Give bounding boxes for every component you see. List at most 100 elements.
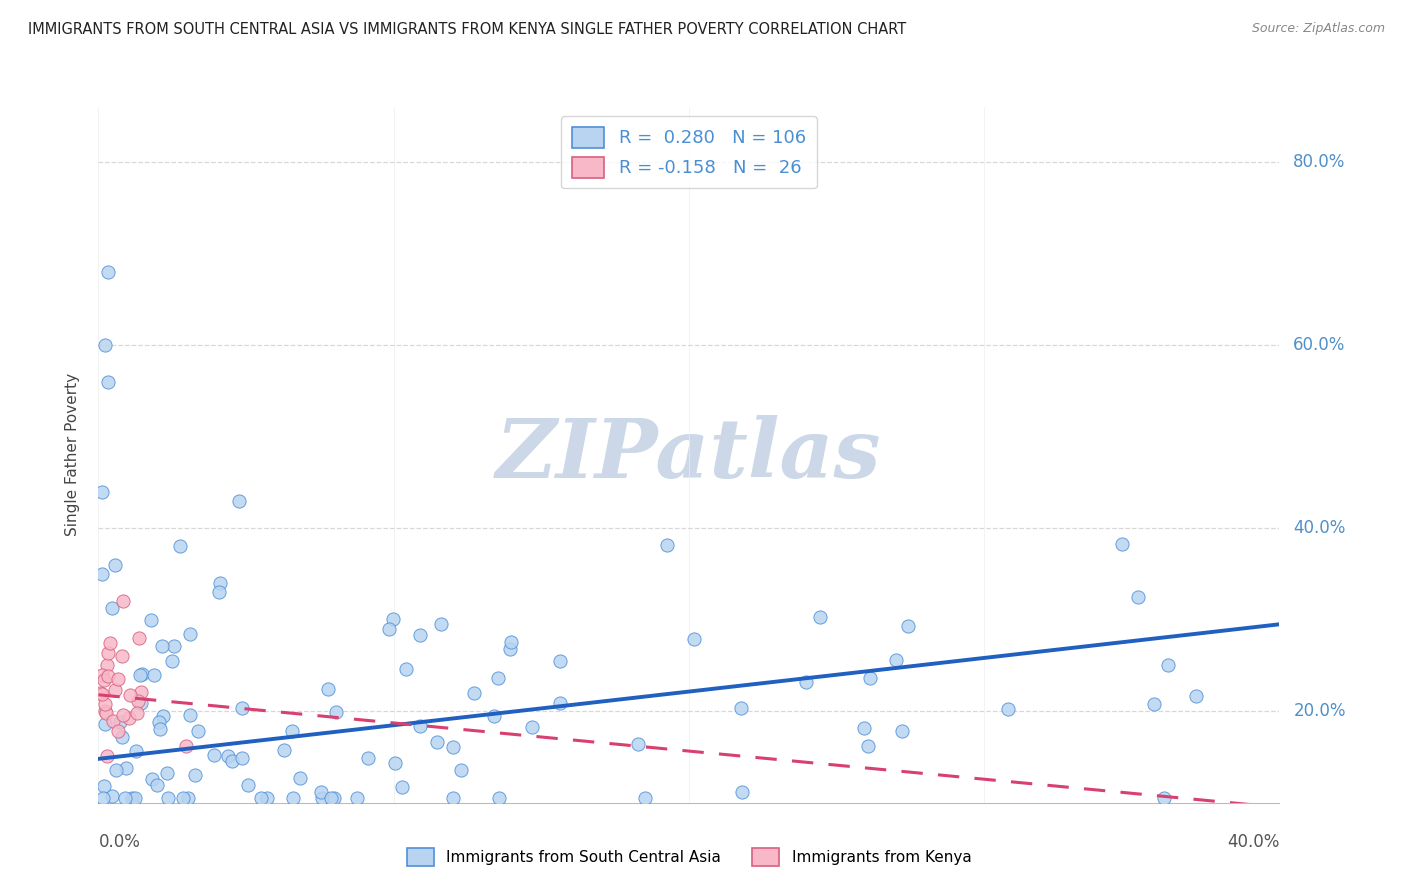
Point [1157,658,1180,673]
Point [273,743,295,757]
Point [731,785,754,799]
Text: Source: ZipAtlas.com: Source: ZipAtlas.com [1251,22,1385,36]
Point [131,685,153,699]
Point [89,686,111,700]
Point [179,708,201,723]
Text: 80.0%: 80.0% [1294,153,1346,171]
Point [1111,537,1133,551]
Point [486,671,509,685]
Point [104,683,127,698]
Point [409,719,432,733]
Point [163,640,186,654]
Point [450,763,472,777]
Point [520,720,543,734]
Point [105,763,128,777]
Point [94,704,117,718]
Point [627,737,650,751]
Point [114,791,136,805]
Point [174,739,197,753]
Point [90,484,112,499]
Point [384,756,406,770]
Point [236,778,259,792]
Point [96,748,118,763]
Point [124,791,146,805]
Text: 40.0%: 40.0% [1294,519,1346,537]
Point [150,639,173,653]
Point [884,653,907,667]
Point [231,701,253,715]
Point [441,740,464,755]
Point [997,702,1019,716]
Point [548,696,571,710]
Point [499,641,522,656]
Point [94,716,117,731]
Point [108,715,131,730]
Point [1143,697,1166,711]
Point [281,724,304,739]
Text: 0.0%: 0.0% [98,833,141,851]
Point [395,663,418,677]
Point [346,791,368,805]
Point [482,709,505,723]
Point [111,730,134,744]
Point [309,784,332,798]
Point [1185,689,1208,703]
Point [156,765,179,780]
Point [187,724,209,739]
Point [281,791,304,805]
Point [172,791,194,805]
Point [118,688,141,702]
Point [430,617,453,632]
Point [463,686,485,700]
Point [125,744,148,758]
Point [794,675,817,690]
Point [1153,791,1175,805]
Point [184,768,207,782]
Point [808,610,831,624]
Text: 60.0%: 60.0% [1294,336,1346,354]
Point [101,789,124,803]
Point [288,771,311,785]
Point [91,687,114,701]
Point [228,493,250,508]
Point [141,772,163,787]
Point [91,566,114,581]
Text: 20.0%: 20.0% [1294,702,1346,720]
Point [97,669,120,683]
Point [146,778,169,792]
Point [97,375,120,389]
Point [127,694,149,708]
Point [131,666,153,681]
Point [231,751,253,765]
Point [488,791,510,805]
Point [115,762,138,776]
Text: IMMIGRANTS FROM SOUTH CENTRAL ASIA VS IMMIGRANTS FROM KENYA SINGLE FATHER POVERT: IMMIGRANTS FROM SOUTH CENTRAL ASIA VS IM… [28,22,907,37]
Point [111,649,134,664]
Point [94,706,117,721]
Point [93,779,115,793]
Point [217,749,239,764]
Point [97,265,120,279]
Point [162,654,184,668]
Point [316,682,339,697]
Point [97,646,120,660]
Point [409,628,432,642]
Point [148,714,170,729]
Point [128,631,150,645]
Point [655,538,678,552]
Point [356,750,378,764]
Point [118,710,141,724]
Point [897,619,920,633]
Point [152,709,174,723]
Point [157,791,180,805]
Point [107,723,129,738]
Text: ZIPatlas: ZIPatlas [496,415,882,495]
Point [179,627,201,641]
Point [90,667,112,681]
Point [683,632,706,646]
Point [107,673,129,687]
Point [256,791,278,805]
Point [98,636,121,650]
Point [111,708,134,723]
Point [91,791,114,805]
